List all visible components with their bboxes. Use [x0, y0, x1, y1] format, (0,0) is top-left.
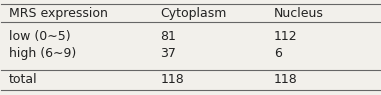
Text: 118: 118	[274, 73, 298, 86]
Text: high (6∼9): high (6∼9)	[9, 47, 76, 60]
Text: Cytoplasm: Cytoplasm	[160, 7, 227, 20]
Text: 6: 6	[274, 47, 282, 60]
Text: 81: 81	[160, 30, 176, 43]
Text: 37: 37	[160, 47, 176, 60]
Text: MRS expression: MRS expression	[9, 7, 108, 20]
Text: total: total	[9, 73, 38, 86]
Text: Nucleus: Nucleus	[274, 7, 323, 20]
Text: 118: 118	[160, 73, 184, 86]
Text: low (0∼5): low (0∼5)	[9, 30, 70, 43]
Text: 112: 112	[274, 30, 297, 43]
